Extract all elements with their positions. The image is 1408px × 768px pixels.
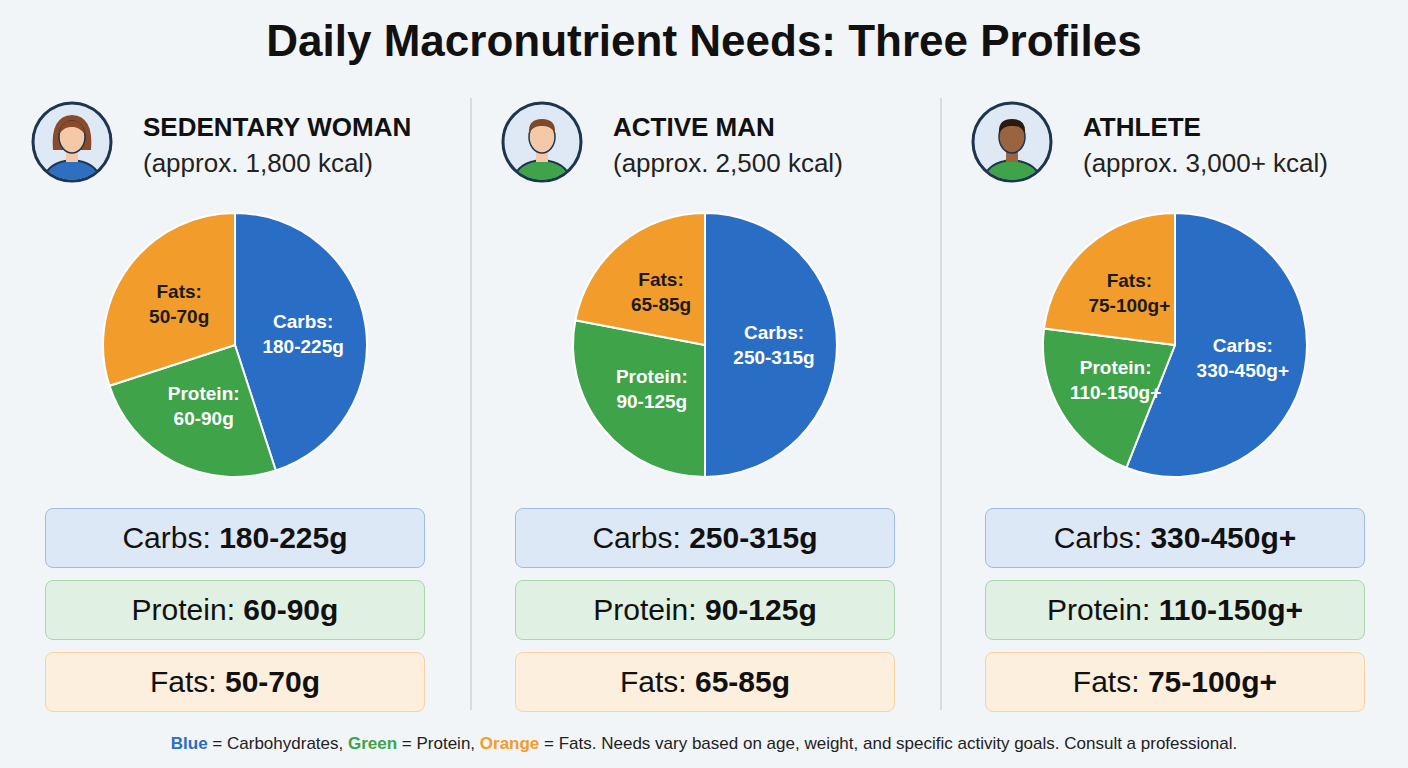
html-text:Carbs: 330-450g+: Carbs: 330-450g+: [1053, 521, 1297, 554]
html-text:Protein: 110-150g+: Protein: 110-150g+: [1047, 593, 1303, 626]
svg-text:180-225g: 180-225g: [262, 336, 343, 357]
html-text:ATHLETE: ATHLETE: [1083, 112, 1201, 142]
svg-text:Carbs:: Carbs:: [744, 322, 804, 343]
svg-text:250-315g: 250-315g: [733, 347, 814, 368]
svg-text:Fats:: Fats:: [1107, 270, 1152, 291]
svg-text:110-150g+: 110-150g+: [1070, 382, 1161, 403]
html-text:Fats: 65-85g: Fats: 65-85g: [620, 665, 790, 698]
html-text:SEDENTARY WOMAN: SEDENTARY WOMAN: [143, 112, 412, 142]
html-text:Carbs: 250-315g: Carbs: 250-315g: [592, 521, 818, 554]
svg-text:60-90g: 60-90g: [174, 408, 234, 429]
html-text:Blue = Carbohydrates, Green =: Blue = Carbohydrates, Green = Protein, O…: [170, 734, 1238, 753]
svg-text:Fats:: Fats:: [156, 281, 201, 302]
html-text:Fats: 50-70g: Fats: 50-70g: [150, 665, 320, 698]
svg-text:65-85g: 65-85g: [631, 294, 691, 315]
html-text:Fats: 75-100g+: Fats: 75-100g+: [1072, 665, 1278, 698]
html-text:(approx. 3,000+ kcal): (approx. 3,000+ kcal): [1083, 148, 1328, 178]
html-text:(approx. 2,500 kcal): (approx. 2,500 kcal): [613, 148, 843, 178]
svg-text:Protein:: Protein:: [168, 383, 240, 404]
svg-text:Fats:: Fats:: [638, 269, 683, 290]
html-text:ACTIVE MAN: ACTIVE MAN: [613, 112, 775, 142]
svg-text:Carbs:: Carbs:: [273, 311, 333, 332]
html-text:(approx. 1,800 kcal): (approx. 1,800 kcal): [143, 148, 373, 178]
html-text:Protein: 90-125g: Protein: 90-125g: [593, 593, 817, 626]
svg-text:Protein:: Protein:: [616, 366, 688, 387]
html-text:Carbs: 180-225g: Carbs: 180-225g: [122, 521, 348, 554]
svg-text:90-125g: 90-125g: [616, 391, 687, 412]
html-text:Protein: 60-90g: Protein: 60-90g: [131, 593, 339, 626]
svg-text:330-450g+: 330-450g+: [1197, 360, 1289, 381]
svg-text:Carbs:: Carbs:: [1213, 335, 1273, 356]
svg-text:Protein:: Protein:: [1080, 357, 1152, 378]
svg-text:75-100g+: 75-100g+: [1088, 295, 1170, 316]
svg-text:50-70g: 50-70g: [149, 306, 209, 327]
html-text:Daily Macronutrient Needs: Thr: Daily Macronutrient Needs: Three Profile…: [266, 16, 1142, 65]
